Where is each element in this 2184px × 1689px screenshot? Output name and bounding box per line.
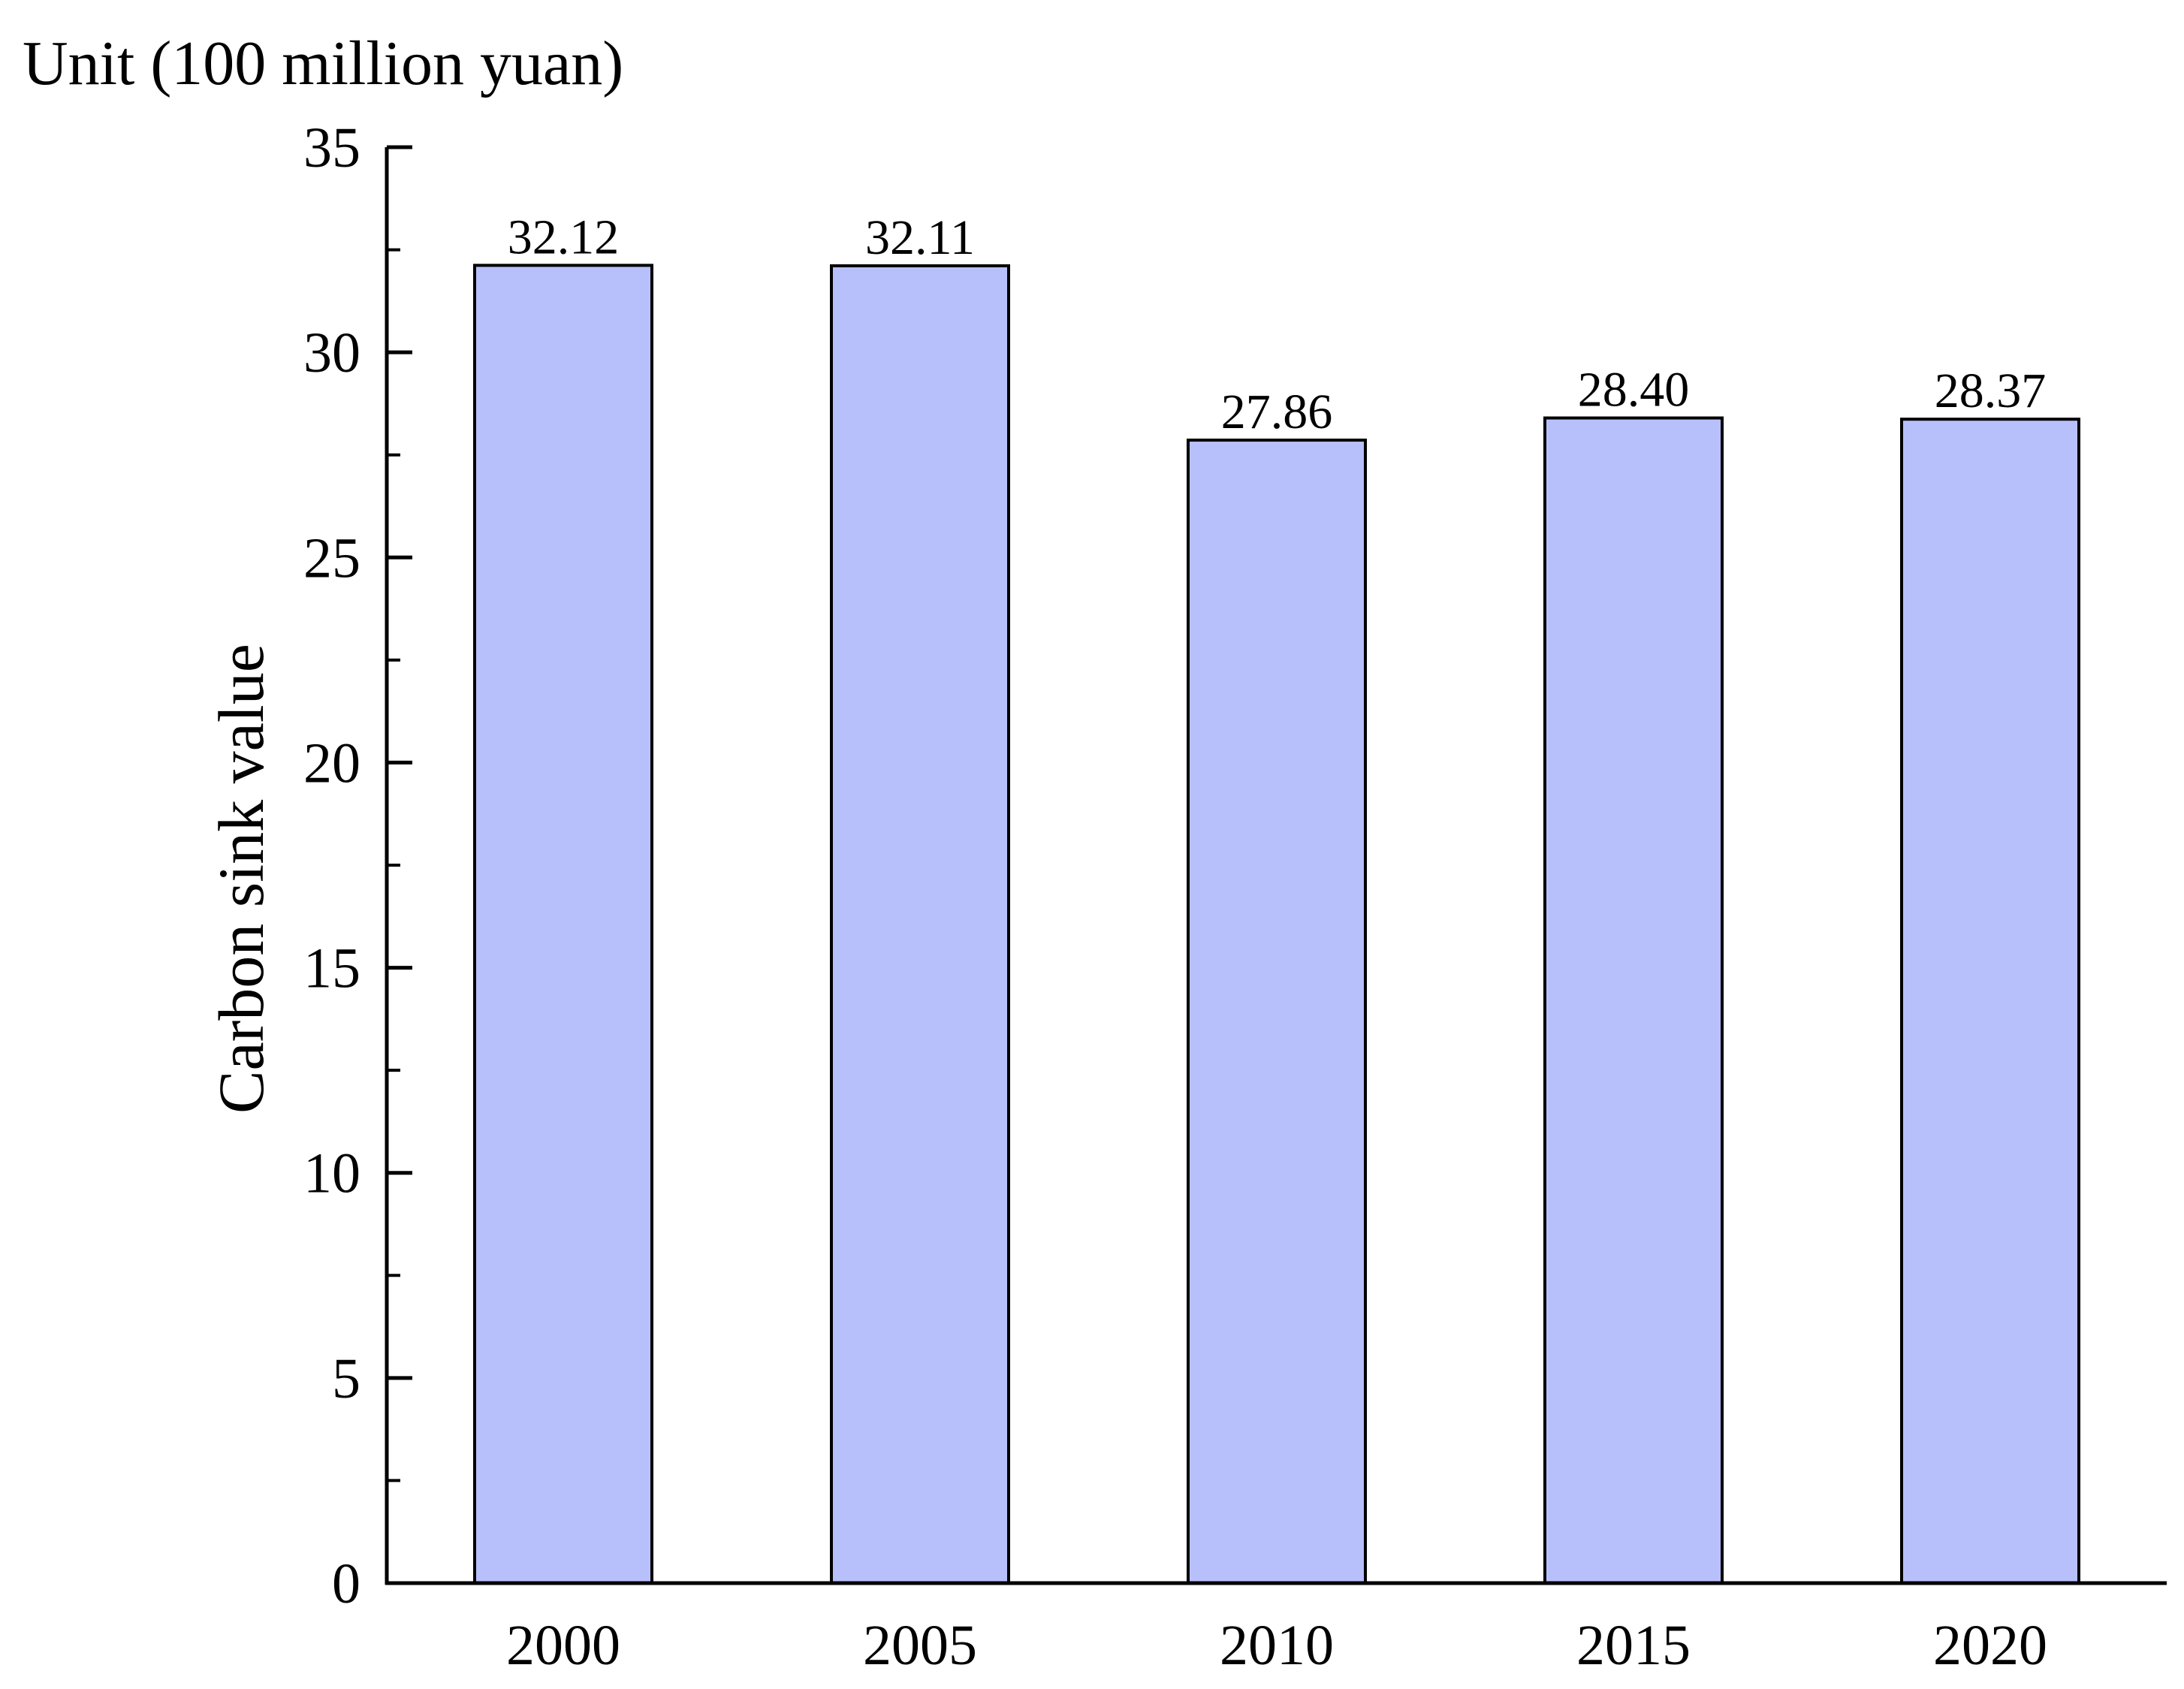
x-tick-label-2015: 2015 bbox=[1576, 1614, 1691, 1677]
y-tick-label-35: 35 bbox=[303, 116, 360, 179]
value-label-2015: 28.40 bbox=[1578, 363, 1690, 418]
bar-2010 bbox=[1187, 439, 1367, 1585]
bar-2005 bbox=[830, 264, 1010, 1585]
bar-2015 bbox=[1543, 416, 1724, 1585]
y-tick-label-25: 25 bbox=[303, 526, 360, 590]
y-tick-label-0: 0 bbox=[332, 1552, 360, 1615]
value-label-2010: 27.86 bbox=[1221, 385, 1333, 439]
bars-layer bbox=[473, 264, 2080, 1585]
value-label-2020: 28.37 bbox=[1935, 363, 2047, 418]
y-tick-label-5: 5 bbox=[332, 1347, 360, 1410]
x-tick-label-2010: 2010 bbox=[1220, 1614, 1334, 1677]
unit-label: Unit (100 million yuan) bbox=[23, 29, 623, 98]
x-tick-label-2000: 2000 bbox=[506, 1614, 620, 1677]
y-tick-label-20: 20 bbox=[303, 731, 360, 795]
labels-layer: 32.12200032.11200527.86201028.40201528.3… bbox=[303, 116, 2047, 1677]
value-label-2000: 32.12 bbox=[508, 210, 620, 264]
bar-2020 bbox=[1900, 418, 2080, 1585]
y-axis-label: Carbon sink value bbox=[205, 644, 277, 1114]
x-tick-label-2020: 2020 bbox=[1933, 1614, 2047, 1677]
y-tick-label-10: 10 bbox=[303, 1142, 360, 1205]
y-tick-label-15: 15 bbox=[303, 937, 360, 1000]
bar-2000 bbox=[473, 264, 653, 1585]
x-tick-label-2005: 2005 bbox=[863, 1614, 977, 1677]
y-tick-label-30: 30 bbox=[303, 321, 360, 385]
value-label-2005: 32.11 bbox=[865, 210, 975, 265]
axes-layer bbox=[385, 145, 2167, 1585]
